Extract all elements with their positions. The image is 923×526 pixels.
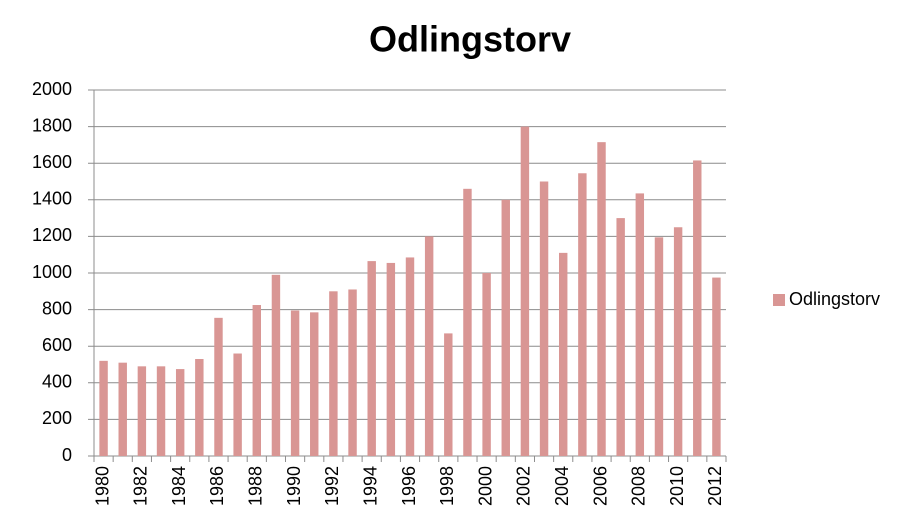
x-tick-label: 2008 xyxy=(629,466,649,506)
bar xyxy=(463,188,472,456)
x-tick-label: 1984 xyxy=(169,466,189,506)
bar xyxy=(252,305,262,456)
x-tick-label: 2012 xyxy=(705,466,725,506)
y-tick-label: 800 xyxy=(42,298,72,318)
x-tick-label: 2002 xyxy=(514,466,534,506)
y-tick-label: 1400 xyxy=(32,189,72,209)
x-tick-label: 1996 xyxy=(399,466,419,506)
bar xyxy=(444,333,453,456)
bar xyxy=(175,369,185,456)
bar xyxy=(271,274,281,456)
bar xyxy=(156,366,166,456)
x-tick-label: 1982 xyxy=(131,466,151,506)
bar xyxy=(290,310,300,456)
bar xyxy=(329,291,338,456)
y-tick-label: 2000 xyxy=(32,79,72,99)
bar xyxy=(367,261,376,456)
legend-swatch xyxy=(773,294,785,306)
bar xyxy=(501,199,510,457)
y-tick-label: 1800 xyxy=(32,115,72,135)
x-tick-label: 2010 xyxy=(667,466,687,506)
bar xyxy=(712,277,721,456)
x-tick-label: 1980 xyxy=(92,466,112,506)
x-tick-label: 2006 xyxy=(590,466,610,506)
bar xyxy=(673,227,683,456)
x-tick-label: 1998 xyxy=(437,466,457,506)
bar xyxy=(214,317,223,456)
bar xyxy=(693,160,702,456)
y-tick-label: 200 xyxy=(42,408,72,428)
bar xyxy=(405,257,415,456)
legend-label: Odlingstorv xyxy=(789,289,880,309)
bar xyxy=(310,312,319,456)
y-tick-label: 400 xyxy=(42,372,72,392)
bar xyxy=(233,353,242,456)
bar xyxy=(520,126,530,456)
y-tick-label: 1000 xyxy=(32,262,72,282)
y-tick-label: 1200 xyxy=(32,225,72,245)
bar xyxy=(424,236,434,456)
y-tick-label: 600 xyxy=(42,335,72,355)
bar xyxy=(195,359,204,456)
x-tick-label: 1992 xyxy=(322,466,342,506)
x-tick-label: 2000 xyxy=(475,466,495,506)
x-tick-label: 1988 xyxy=(246,466,266,506)
chart-title: Odlingstorv xyxy=(369,19,571,60)
bar xyxy=(635,193,645,456)
x-tick-label: 1994 xyxy=(360,466,380,506)
bar xyxy=(482,273,491,456)
x-tick-label: 2004 xyxy=(552,466,572,506)
bar xyxy=(118,362,127,456)
bar xyxy=(539,181,549,456)
bar xyxy=(616,218,625,456)
y-tick-label: 0 xyxy=(62,445,72,465)
y-tick-label: 1600 xyxy=(32,152,72,172)
bar xyxy=(348,289,357,456)
bar xyxy=(99,360,108,456)
bar xyxy=(654,237,664,456)
x-tick-label: 1986 xyxy=(207,466,227,506)
bar xyxy=(578,173,587,456)
bar xyxy=(597,142,606,456)
bar xyxy=(386,262,396,456)
bar xyxy=(137,366,147,456)
x-tick-label: 1990 xyxy=(284,466,304,506)
bar xyxy=(558,252,568,456)
